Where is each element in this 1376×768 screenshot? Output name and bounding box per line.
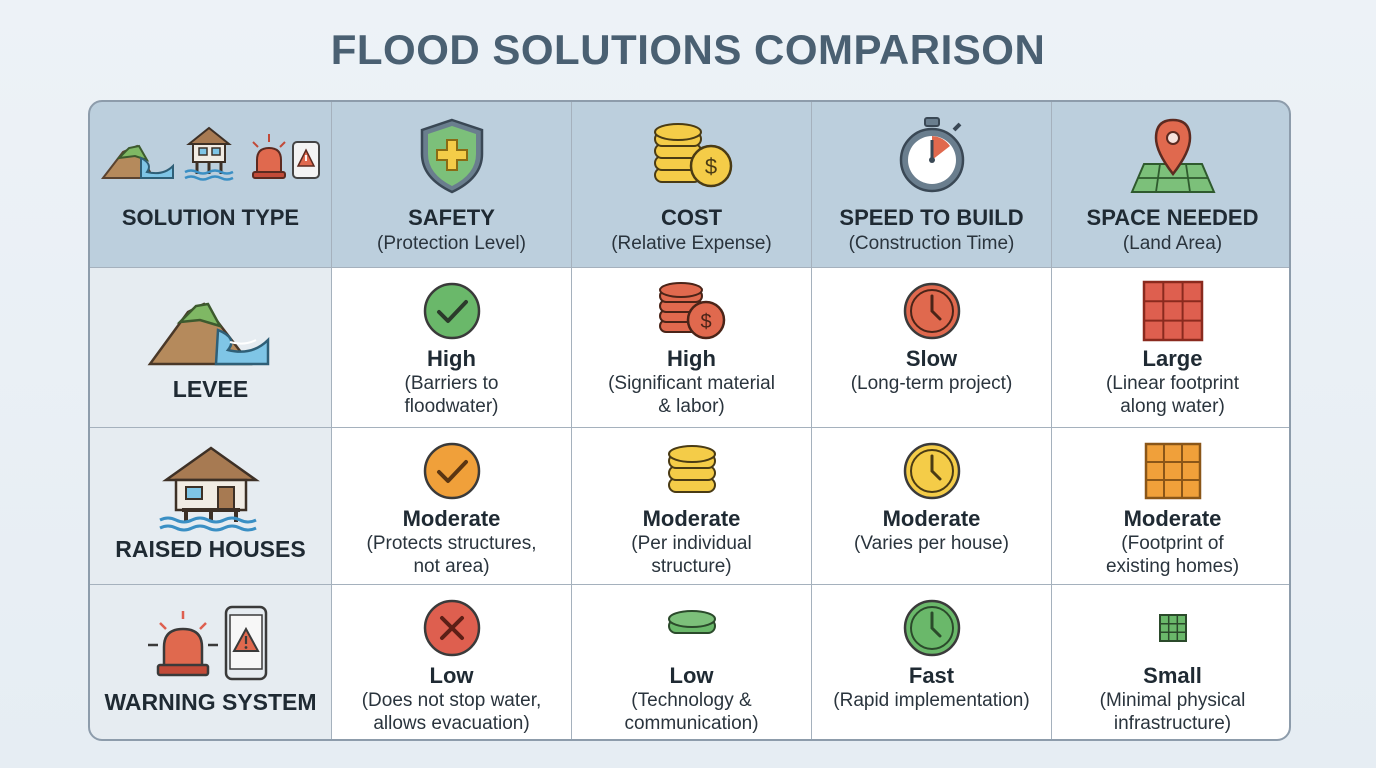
coin-stack-icon: $ <box>653 123 732 188</box>
header-cost: $ COST (Relative Expense) <box>572 102 812 268</box>
clock-icon <box>903 599 960 657</box>
page-title: FLOOD SOLUTIONS COMPARISON <box>330 26 1046 73</box>
warning-cost-cell: Low (Technology & communication) <box>572 585 812 739</box>
small-grid-icon <box>1158 614 1187 642</box>
value-label: Slow <box>905 346 958 371</box>
header-cost-subtitle: (Relative Expense) <box>611 233 772 254</box>
header-safety-title: SAFETY <box>408 205 495 230</box>
value-note: (Long-term project) <box>850 373 1013 394</box>
raised-houses-safety-cell: Moderate (Protects structures, not area) <box>332 428 572 585</box>
row-header-raised-houses: RAISED HOUSES <box>90 428 332 585</box>
header-safety-subtitle: (Protection Level) <box>377 233 526 254</box>
header-speed-subtitle: (Construction Time) <box>848 233 1015 254</box>
levee-speed-cell: Slow (Long-term project) <box>812 268 1052 428</box>
x-circle-icon <box>423 599 480 657</box>
value-label: Moderate <box>1123 506 1222 531</box>
value-note: (Footprint of existing homes) <box>1105 533 1240 577</box>
value-label: Moderate <box>642 506 741 531</box>
header-speed-title: SPEED TO BUILD <box>839 205 1024 230</box>
header-solution-type: SOLUTION TYPE <box>90 102 332 268</box>
warning-speed-cell: Fast (Rapid implementation) <box>812 585 1052 739</box>
value-label: Moderate <box>402 506 501 531</box>
levee-space-cell: Large (Linear footprint along water) <box>1052 268 1289 428</box>
raised-house-icon <box>158 446 260 532</box>
value-note: (Protects structures, not area) <box>366 533 537 577</box>
value-note: (Rapid implementation) <box>833 690 1030 711</box>
levee-cost-cell: $ High (Significant material & labor) <box>572 268 812 428</box>
value-label: Fast <box>908 663 955 688</box>
svg-text:$: $ <box>700 311 711 333</box>
value-label: High <box>667 346 716 371</box>
solution-icons-group <box>90 116 331 196</box>
svg-text:$: $ <box>704 154 716 179</box>
value-label: Low <box>669 663 714 688</box>
large-grid-icon <box>1142 280 1203 342</box>
value-note: (Per individual structure) <box>631 533 752 577</box>
warning-safety-cell: Low (Does not stop water, allows evacuati… <box>332 585 572 739</box>
row-header-levee: LEVEE <box>90 268 332 428</box>
header-solution-type-label: SOLUTION TYPE <box>121 205 300 230</box>
check-circle-icon <box>423 282 480 340</box>
row-label-warning-system: WARNING SYSTEM <box>104 689 317 715</box>
levee-safety-cell: High (Barriers to floodwater) <box>332 268 572 428</box>
value-note: (Barriers to floodwater) <box>404 373 499 417</box>
check-circle-icon <box>423 442 480 500</box>
header-speed: SPEED TO BUILD (Construction Time) <box>812 102 1052 268</box>
header-cost-title: COST <box>660 205 723 230</box>
value-note: (Minimal physical infrastructure) <box>1099 690 1246 734</box>
header-space-subtitle: (Land Area) <box>1122 233 1223 254</box>
raised-houses-cost-cell: Moderate (Per individual structure) <box>572 428 812 585</box>
levee-icon <box>100 144 174 179</box>
medium-coin-stack-icon <box>667 445 716 493</box>
row-label-levee: LEVEE <box>172 376 249 402</box>
value-note: (Varies per house) <box>854 533 1009 554</box>
stopwatch-icon <box>899 117 964 193</box>
single-coin-icon <box>667 610 716 634</box>
value-note: (Does not stop water, allows evacuation) <box>361 690 542 734</box>
shield-plus-icon <box>420 118 483 194</box>
header-space-title: SPACE NEEDED <box>1086 205 1259 230</box>
siren-icon <box>251 134 286 179</box>
siren-phone-icon <box>147 605 267 681</box>
row-header-warning-system: WARNING SYSTEM <box>90 585 332 739</box>
raised-houses-speed-cell: Moderate (Varies per house) <box>812 428 1052 585</box>
value-label: Small <box>1143 663 1202 688</box>
map-pin-icon <box>1129 118 1216 193</box>
value-note: (Technology & communication) <box>624 690 759 734</box>
phone-alert-icon <box>291 141 320 179</box>
clock-icon <box>903 442 960 500</box>
warning-space-cell: Small (Minimal physical infrastructure) <box>1052 585 1289 739</box>
phone-alert-icon <box>224 605 267 681</box>
value-label: Low <box>429 663 474 688</box>
siren-icon <box>147 611 218 677</box>
comparison-table: SOLUTION TYPE SAFETY (Protection Level) <box>88 100 1291 741</box>
raised-house-icon <box>183 126 234 181</box>
value-label: Moderate <box>882 506 981 531</box>
large-coin-stack-icon: $ <box>658 282 725 340</box>
header-space: SPACE NEEDED (Land Area) <box>1052 102 1289 268</box>
value-note: (Linear footprint along water) <box>1105 373 1240 417</box>
header-safety: SAFETY (Protection Level) <box>332 102 572 268</box>
medium-grid-icon <box>1144 442 1201 500</box>
row-label-raised-houses: RAISED HOUSES <box>115 536 306 562</box>
raised-houses-space-cell: Moderate (Footprint of existing homes) <box>1052 428 1289 585</box>
value-label: Large <box>1142 346 1203 371</box>
clock-icon <box>903 282 960 340</box>
levee-icon <box>147 302 269 366</box>
value-note: (Significant material & labor) <box>608 373 775 417</box>
value-label: High <box>427 346 476 371</box>
